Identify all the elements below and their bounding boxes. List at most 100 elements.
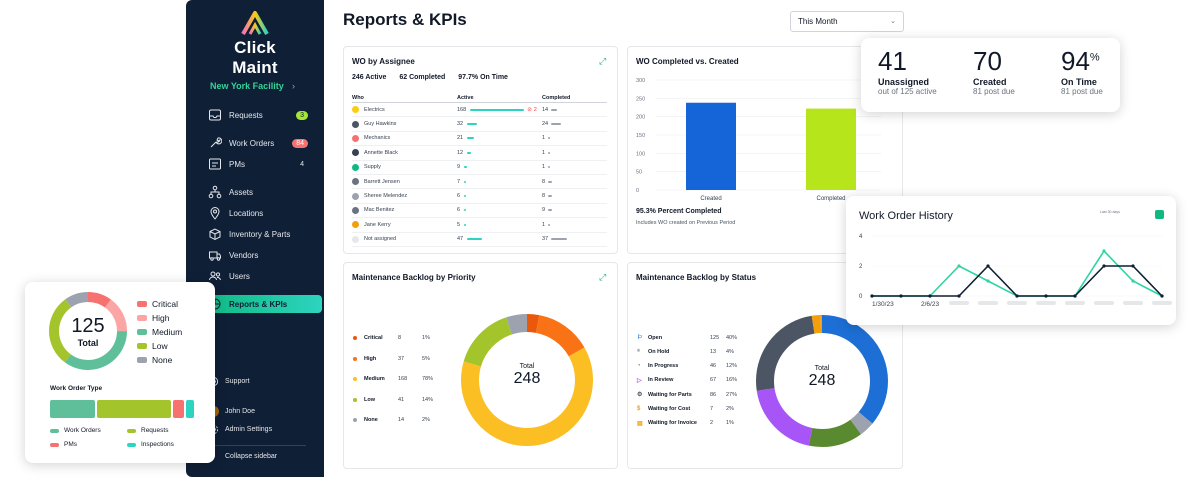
table-row[interactable]: Mechanics 21 1	[352, 132, 607, 147]
legend-row: Low 41 14%	[353, 397, 433, 403]
segment-requests	[97, 400, 171, 418]
table-row[interactable]: Mac Benitez 6 9	[352, 204, 607, 219]
sidebar-item-label: PMs	[229, 159, 245, 169]
sidebar-item-locations[interactable]: Locations	[208, 204, 308, 222]
legend-label: In Review	[648, 377, 674, 384]
inbox-icon	[209, 109, 221, 121]
cell-active: 9	[457, 164, 542, 170]
legend-row: ▤ Waiting for Invoice 2 1%	[637, 420, 734, 427]
sidebar-item-inventory[interactable]: Inventory & Parts	[208, 225, 308, 243]
legend-row: Critical 8 1%	[353, 335, 430, 341]
x-tick-label: 1/30/23	[872, 301, 894, 308]
kpi-value: 94	[1061, 46, 1090, 76]
legend-swatch	[137, 357, 147, 363]
legend-none: None	[137, 355, 172, 365]
legend-label: In Progress	[648, 362, 679, 369]
legend-label: Inspections	[141, 441, 174, 448]
legend-label: Critical	[152, 299, 178, 309]
expand-icon[interactable]: ⤢	[599, 272, 607, 282]
active-value: 168	[457, 106, 467, 113]
table-row[interactable]: Barrett Jensen 7 8	[352, 175, 607, 190]
active-bar	[470, 108, 525, 111]
period-value: This Month	[798, 17, 838, 26]
sidebar-item-assets[interactable]: Assets	[208, 183, 308, 201]
donut-slice-low	[49, 292, 127, 370]
cell-who: Electrics	[352, 106, 457, 114]
table-row[interactable]: Jane Kerry 5 1	[352, 218, 607, 233]
legend-row: ◔ In Progress 46 12%	[637, 363, 737, 369]
total-label: Total	[77, 338, 99, 348]
table-row[interactable]: Supply 9 1	[352, 161, 607, 175]
late-icon: ⊘	[527, 106, 532, 113]
legend-high: High	[137, 313, 169, 323]
table-row[interactable]: Annette Black 12 1	[352, 146, 607, 161]
completed-bar	[548, 223, 551, 226]
avatar	[352, 120, 359, 128]
table-row[interactable]: Sheree Melendez 6 8	[352, 189, 607, 204]
sidebar-item-reports[interactable]: Reports & KPIs	[202, 295, 322, 313]
collapse-sidebar-button[interactable]: ⇤ Collapse sidebar	[208, 451, 277, 462]
sidebar-item-users[interactable]: Users	[208, 267, 308, 285]
sidebar-item-vendors[interactable]: Vendors	[208, 246, 308, 264]
active-bar	[467, 151, 472, 154]
legend-row: ⏸ On Hold 13 4%	[637, 348, 734, 355]
completed-value: 24	[542, 121, 549, 128]
work-order-history-card: Work Order History Last 30 days 0 2 4 1/30/…	[846, 196, 1176, 325]
series-point	[870, 294, 874, 298]
assignee-name: Not assigned	[364, 236, 397, 243]
legend-swatch	[127, 442, 136, 447]
assignee-name: Guy Hawkins	[364, 121, 397, 128]
expand-icon[interactable]: ⤢	[599, 56, 607, 66]
table-row[interactable]: Not assigned 47 37	[352, 233, 607, 247]
period-select[interactable]: This Month ⌄	[790, 11, 904, 32]
series-point	[957, 294, 961, 298]
assignee-table: Who Active Completed Electrics 168 ⊘ 2 14 Guy…	[352, 93, 607, 247]
x-tick-placeholder	[949, 301, 969, 305]
box-icon	[209, 228, 221, 241]
brand-logo[interactable]: Click Maint	[210, 10, 300, 78]
series-line-1	[872, 264, 1163, 297]
history-line-chart: 0 2 4 1/30/23 2/6/23	[859, 234, 1172, 308]
user-name: John Doe	[225, 408, 255, 415]
legend-label: Work Orders	[64, 427, 101, 434]
series-point	[1131, 264, 1135, 268]
active-bar	[464, 223, 467, 226]
hierarchy-icon	[208, 185, 222, 199]
active-bar	[467, 123, 478, 126]
sidebar-admin-settings[interactable]: Admin Settings	[208, 424, 272, 435]
legend-label: Low	[364, 396, 375, 403]
legend-percent: 16%	[726, 377, 738, 384]
kpi-sub: 81 post due	[973, 87, 1015, 96]
kpi-label: Unassigned	[878, 77, 930, 87]
completed-bar	[548, 166, 551, 169]
sidebar-item-label: Assets	[229, 187, 254, 197]
donut-slice-high	[49, 292, 127, 370]
avatar	[352, 134, 359, 142]
avatar	[352, 235, 359, 243]
sidebar-user[interactable]: John Doe	[208, 406, 255, 417]
legend-swatch	[137, 301, 147, 307]
table-row[interactable]: Guy Hawkins 32 24	[352, 117, 607, 132]
legend-count: 67	[710, 377, 717, 384]
logo-icon	[241, 11, 269, 35]
active-bar	[464, 209, 467, 212]
x-tick-label: Completed	[816, 196, 845, 202]
sidebar-item-requests[interactable]: Requests 3	[208, 106, 308, 124]
active-value: 6	[457, 193, 461, 200]
completed-bar	[548, 195, 553, 198]
legend-label: Medium	[152, 327, 183, 337]
cell-completed: 1	[542, 150, 602, 156]
completed-value: 14	[542, 106, 549, 113]
sidebar-item-work-orders[interactable]: Work Orders 84	[208, 134, 308, 152]
flag-icon: ⚐	[637, 335, 643, 341]
completed-bar	[551, 108, 558, 111]
table-row[interactable]: Electrics 168 ⊘ 2 14	[352, 103, 607, 118]
legend-count: 8	[398, 335, 402, 341]
sidebar-item-pms[interactable]: PMs 4	[208, 155, 308, 173]
cell-completed: 24	[542, 121, 602, 127]
facility-selector[interactable]: New York Facility	[210, 81, 284, 91]
export-icon[interactable]	[1155, 210, 1164, 219]
kpi-on-time: 94% On Time 81 post due	[1061, 46, 1103, 96]
completed-value: 37	[542, 236, 549, 243]
col-active: Active	[457, 94, 474, 101]
